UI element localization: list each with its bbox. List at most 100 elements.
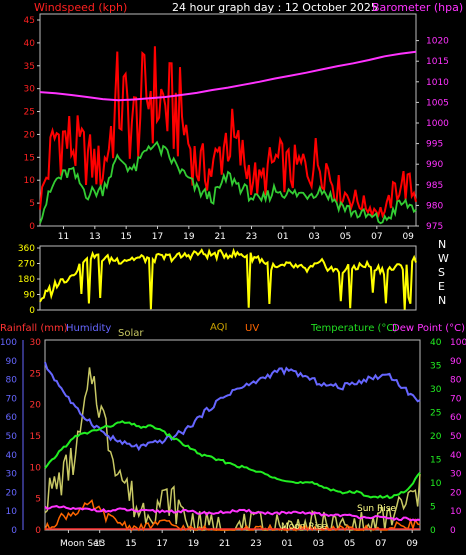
env-x-tick-label: 07 bbox=[375, 539, 386, 549]
baro-y-tick-label: 1005 bbox=[426, 98, 449, 108]
baro-y-tick-label: 1010 bbox=[426, 78, 449, 88]
wind-series bbox=[39, 46, 417, 225]
temperature-tick-label: 15 bbox=[430, 456, 441, 466]
moon-rise-label: Moon Rise bbox=[281, 522, 328, 532]
windspeed-line bbox=[39, 46, 417, 219]
temperature-tick-label: 5 bbox=[430, 503, 436, 513]
direction-y-tick-label: 360 bbox=[18, 244, 35, 254]
wind-x-tick-label: 09 bbox=[402, 232, 414, 242]
graph-title: 24 hour graph day : 12 October 2025 bbox=[172, 1, 378, 14]
wind-x-tick-label: 07 bbox=[371, 232, 382, 242]
direction-y-tick-label: 0 bbox=[29, 306, 35, 316]
humidity-tick-label: 0 bbox=[11, 526, 17, 536]
dewpoint-tick-label: 100 bbox=[450, 338, 466, 348]
wind-y-tick-label: 35 bbox=[24, 62, 35, 72]
direction-y-tick-label: 180 bbox=[18, 275, 35, 285]
env-x-tick-label: 13 bbox=[94, 539, 105, 549]
direction-series bbox=[39, 247, 417, 310]
wind-y-tick-label: 15 bbox=[24, 153, 35, 163]
wind-x-tick-label: 03 bbox=[308, 232, 319, 242]
humidity-tick-label: 60 bbox=[6, 413, 18, 423]
temperature-tick-label: 35 bbox=[430, 362, 441, 372]
env-x-tick-label: 01 bbox=[281, 539, 292, 549]
compass-label: N bbox=[438, 294, 446, 307]
baro-y-tick-label: 975 bbox=[426, 222, 443, 232]
humidity-tick-label: 100 bbox=[0, 338, 17, 348]
legend-humidity: Humidity bbox=[66, 323, 111, 334]
legend-solar: Solar bbox=[118, 328, 144, 339]
dewpoint-tick-label: 20 bbox=[450, 488, 462, 498]
wind-y-ticks: 0 5 10 15 20 25 30 35 40 45 bbox=[24, 16, 40, 232]
dewpoint-tick-label: 90 bbox=[450, 357, 462, 367]
env-x-tick-label: 17 bbox=[156, 539, 167, 549]
wind-x-tick-label: 01 bbox=[277, 232, 288, 242]
env-x-tick-label: 19 bbox=[188, 539, 200, 549]
wind-y-tick-label: 30 bbox=[24, 85, 36, 95]
wind-x-ticks: 11 13 15 17 19 21 23 01 03 05 07 09 bbox=[58, 226, 414, 242]
moon-set-label: Moon Set bbox=[60, 539, 103, 549]
baro-y-tick-label: 1015 bbox=[426, 57, 449, 67]
rainfall-tick-label: 30 bbox=[30, 338, 42, 348]
wind-x-tick-label: 11 bbox=[58, 232, 69, 242]
dewpoint-tick-label: 10 bbox=[450, 507, 462, 517]
humidity-line bbox=[44, 361, 421, 452]
baro-y-tick-label: 1020 bbox=[426, 37, 449, 47]
wind-y-tick-label: 45 bbox=[24, 16, 35, 26]
baro-y-tick-label: 995 bbox=[426, 140, 443, 150]
env-x-tick-label: 03 bbox=[313, 539, 324, 549]
humidity-tick-label: 90 bbox=[6, 357, 18, 367]
humidity-tick-label: 30 bbox=[6, 470, 18, 480]
avg-wind-line bbox=[39, 140, 417, 225]
dewpoint-tick-label: 30 bbox=[450, 470, 462, 480]
wind-panel-frame bbox=[39, 13, 417, 227]
dewpoint-tick-label: 40 bbox=[450, 451, 462, 461]
windspeed-axis-title: Windspeed (kph) bbox=[34, 1, 127, 14]
sun-rise-label: Sun Rise bbox=[357, 504, 396, 514]
baro-y-tick-label: 985 bbox=[426, 181, 443, 191]
dewpoint-tick-label: 70 bbox=[450, 394, 462, 404]
wind-y-tick-label: 40 bbox=[24, 39, 36, 49]
env-series bbox=[44, 361, 421, 533]
uv-line bbox=[44, 498, 421, 532]
direction-line bbox=[39, 247, 417, 310]
legend-rainfall: Rainfall (mm) bbox=[0, 323, 68, 334]
env-x-tick-label: 05 bbox=[344, 539, 355, 549]
compass-label: E bbox=[438, 280, 445, 293]
dewpoint-tick-label: 80 bbox=[450, 376, 462, 386]
direction-y-tick-label: 90 bbox=[24, 291, 36, 301]
dewpoint-tick-label: 50 bbox=[450, 432, 462, 442]
baro-y-tick-label: 980 bbox=[426, 201, 443, 211]
wind-y-tick-label: 10 bbox=[24, 176, 36, 186]
rainfall-tick-label: 0 bbox=[35, 526, 41, 536]
temperature-line bbox=[44, 420, 421, 500]
env-x-ticks: 13 15 17 19 21 23 01 03 05 07 09 bbox=[67, 530, 418, 549]
wind-x-tick-label: 15 bbox=[120, 232, 131, 242]
dewpoint-tick-label: 0 bbox=[450, 526, 456, 536]
rainfall-tick-label: 10 bbox=[30, 463, 42, 473]
wind-x-tick-label: 19 bbox=[183, 232, 195, 242]
env-x-tick-label: 15 bbox=[125, 539, 136, 549]
baro-y-tick-label: 1000 bbox=[426, 119, 449, 129]
env-x-tick-label: 23 bbox=[250, 539, 261, 549]
wind-y-tick-label: 20 bbox=[24, 130, 36, 140]
compass-label: S bbox=[438, 266, 445, 279]
temperature-tick-label: 10 bbox=[430, 479, 442, 489]
legend-uv: UV bbox=[245, 323, 259, 334]
dewpoint-tick-label: 60 bbox=[450, 413, 462, 423]
wind-x-tick-label: 23 bbox=[246, 232, 257, 242]
humidity-tick-label: 80 bbox=[6, 376, 18, 386]
humidity-tick-label: 70 bbox=[6, 394, 18, 404]
legend-temperature: Temperature (°C) bbox=[310, 323, 397, 334]
barometer-y-ticks: 975 980 985 990 995 1000 1005 1010 1015 1020 bbox=[416, 37, 449, 232]
direction-y-tick-label: 270 bbox=[18, 260, 35, 270]
wind-x-tick-label: 17 bbox=[152, 232, 163, 242]
compass-label: W bbox=[438, 252, 449, 265]
humidity-tick-label: 50 bbox=[6, 432, 18, 442]
env-y-ticks: 0102030405060708090100051015202530051015… bbox=[0, 338, 466, 536]
direction-y-ticks: 0 90 180 270 360 bbox=[18, 244, 40, 316]
temperature-tick-label: 20 bbox=[430, 432, 442, 442]
rainfall-tick-label: 20 bbox=[30, 401, 42, 411]
barometer-line bbox=[39, 50, 417, 102]
